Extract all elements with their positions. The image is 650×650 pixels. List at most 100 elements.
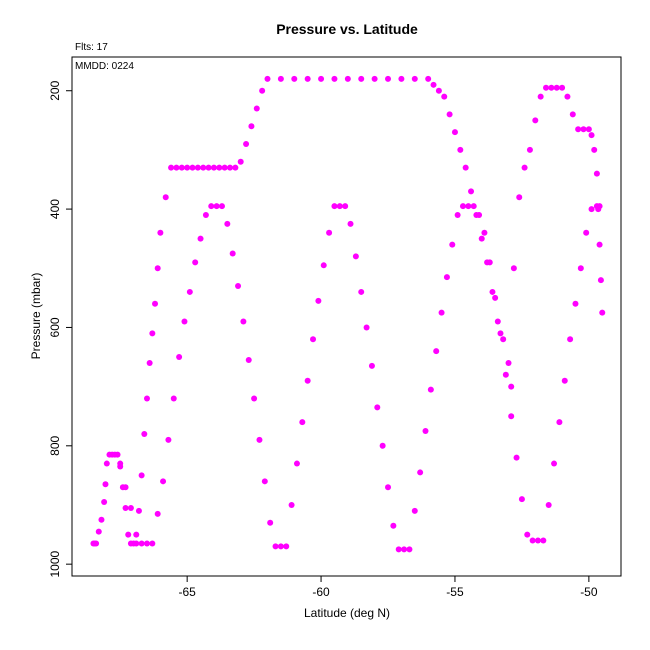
data-point: [427, 386, 434, 393]
data-point: [304, 75, 311, 82]
data-point: [553, 84, 560, 91]
data-point: [518, 496, 525, 503]
data-point: [213, 203, 220, 210]
data-point: [149, 330, 156, 337]
data-point: [524, 531, 531, 538]
data-point: [486, 259, 493, 266]
data-point: [368, 362, 375, 369]
y-axis: 200 400 600 800 1000: [48, 80, 72, 578]
data-point: [481, 229, 488, 236]
data-point: [358, 75, 365, 82]
data-point: [449, 241, 456, 248]
data-point: [122, 484, 129, 491]
data-point: [593, 170, 600, 177]
data-point: [478, 235, 485, 242]
data-point: [451, 129, 458, 136]
data-point: [261, 478, 268, 485]
data-point: [433, 348, 440, 355]
x-tick-label: -60: [312, 585, 330, 599]
data-point: [363, 324, 370, 331]
data-point: [331, 203, 338, 210]
data-point: [465, 203, 472, 210]
data-point: [344, 75, 351, 82]
data-point: [532, 117, 539, 124]
data-point: [494, 318, 501, 325]
data-point: [277, 543, 284, 550]
data-point: [277, 75, 284, 82]
data-point: [135, 507, 142, 514]
data-point: [583, 229, 590, 236]
data-point: [559, 84, 566, 91]
y-tick-label: 600: [48, 317, 62, 337]
data-point: [502, 371, 509, 378]
data-point: [331, 75, 338, 82]
data-point: [505, 359, 512, 366]
data-point: [235, 283, 242, 290]
data-point: [103, 460, 110, 467]
data-point: [513, 454, 520, 461]
data-point: [315, 297, 322, 304]
data-point: [526, 146, 533, 153]
data-point: [577, 265, 584, 272]
data-point: [114, 451, 121, 458]
data-point: [133, 531, 140, 538]
data-point: [170, 395, 177, 402]
x-tick-label: -50: [580, 585, 598, 599]
data-point: [101, 499, 108, 506]
data-point: [162, 194, 169, 201]
data-point: [299, 419, 306, 426]
data-point: [138, 540, 145, 547]
data-point: [462, 164, 469, 171]
data-point: [122, 504, 129, 511]
data-point: [229, 250, 236, 257]
data-point: [492, 294, 499, 301]
data-point: [194, 164, 201, 171]
data-point: [352, 253, 359, 260]
y-tick-label: 1000: [48, 550, 62, 577]
data-point: [358, 288, 365, 295]
data-point: [205, 164, 212, 171]
data-point: [336, 203, 343, 210]
data-point: [564, 93, 571, 100]
data-point: [208, 203, 215, 210]
data-point: [318, 75, 325, 82]
data-point: [443, 274, 450, 281]
data-point: [347, 220, 354, 227]
data-point: [430, 81, 437, 88]
data-point: [165, 436, 172, 443]
data-point: [401, 546, 408, 553]
data-point: [510, 265, 517, 272]
data-point: [596, 241, 603, 248]
data-point: [543, 84, 550, 91]
data-point: [459, 203, 466, 210]
data-point: [181, 318, 188, 325]
data-point: [157, 229, 164, 236]
data-point: [291, 75, 298, 82]
data-point: [149, 540, 156, 547]
data-point: [143, 540, 150, 547]
data-point: [516, 194, 523, 201]
data-point: [580, 126, 587, 133]
data-point: [371, 75, 378, 82]
data-point: [529, 537, 536, 544]
data-point: [224, 220, 231, 227]
data-point: [422, 428, 429, 435]
data-point: [470, 203, 477, 210]
data-point: [374, 404, 381, 411]
data-point: [489, 288, 496, 295]
data-point: [102, 481, 109, 488]
data-point: [561, 377, 568, 384]
data-point: [173, 164, 180, 171]
data-point: [154, 265, 161, 272]
data-point: [245, 356, 252, 363]
data-point: [597, 277, 604, 284]
data-point: [395, 546, 402, 553]
data-point: [435, 87, 442, 94]
data-point: [569, 111, 576, 118]
data-point: [256, 436, 263, 443]
data-point: [160, 478, 167, 485]
y-axis-label: Pressure (mbar): [29, 273, 43, 360]
y-tick-label: 800: [48, 435, 62, 455]
data-point: [591, 146, 598, 153]
